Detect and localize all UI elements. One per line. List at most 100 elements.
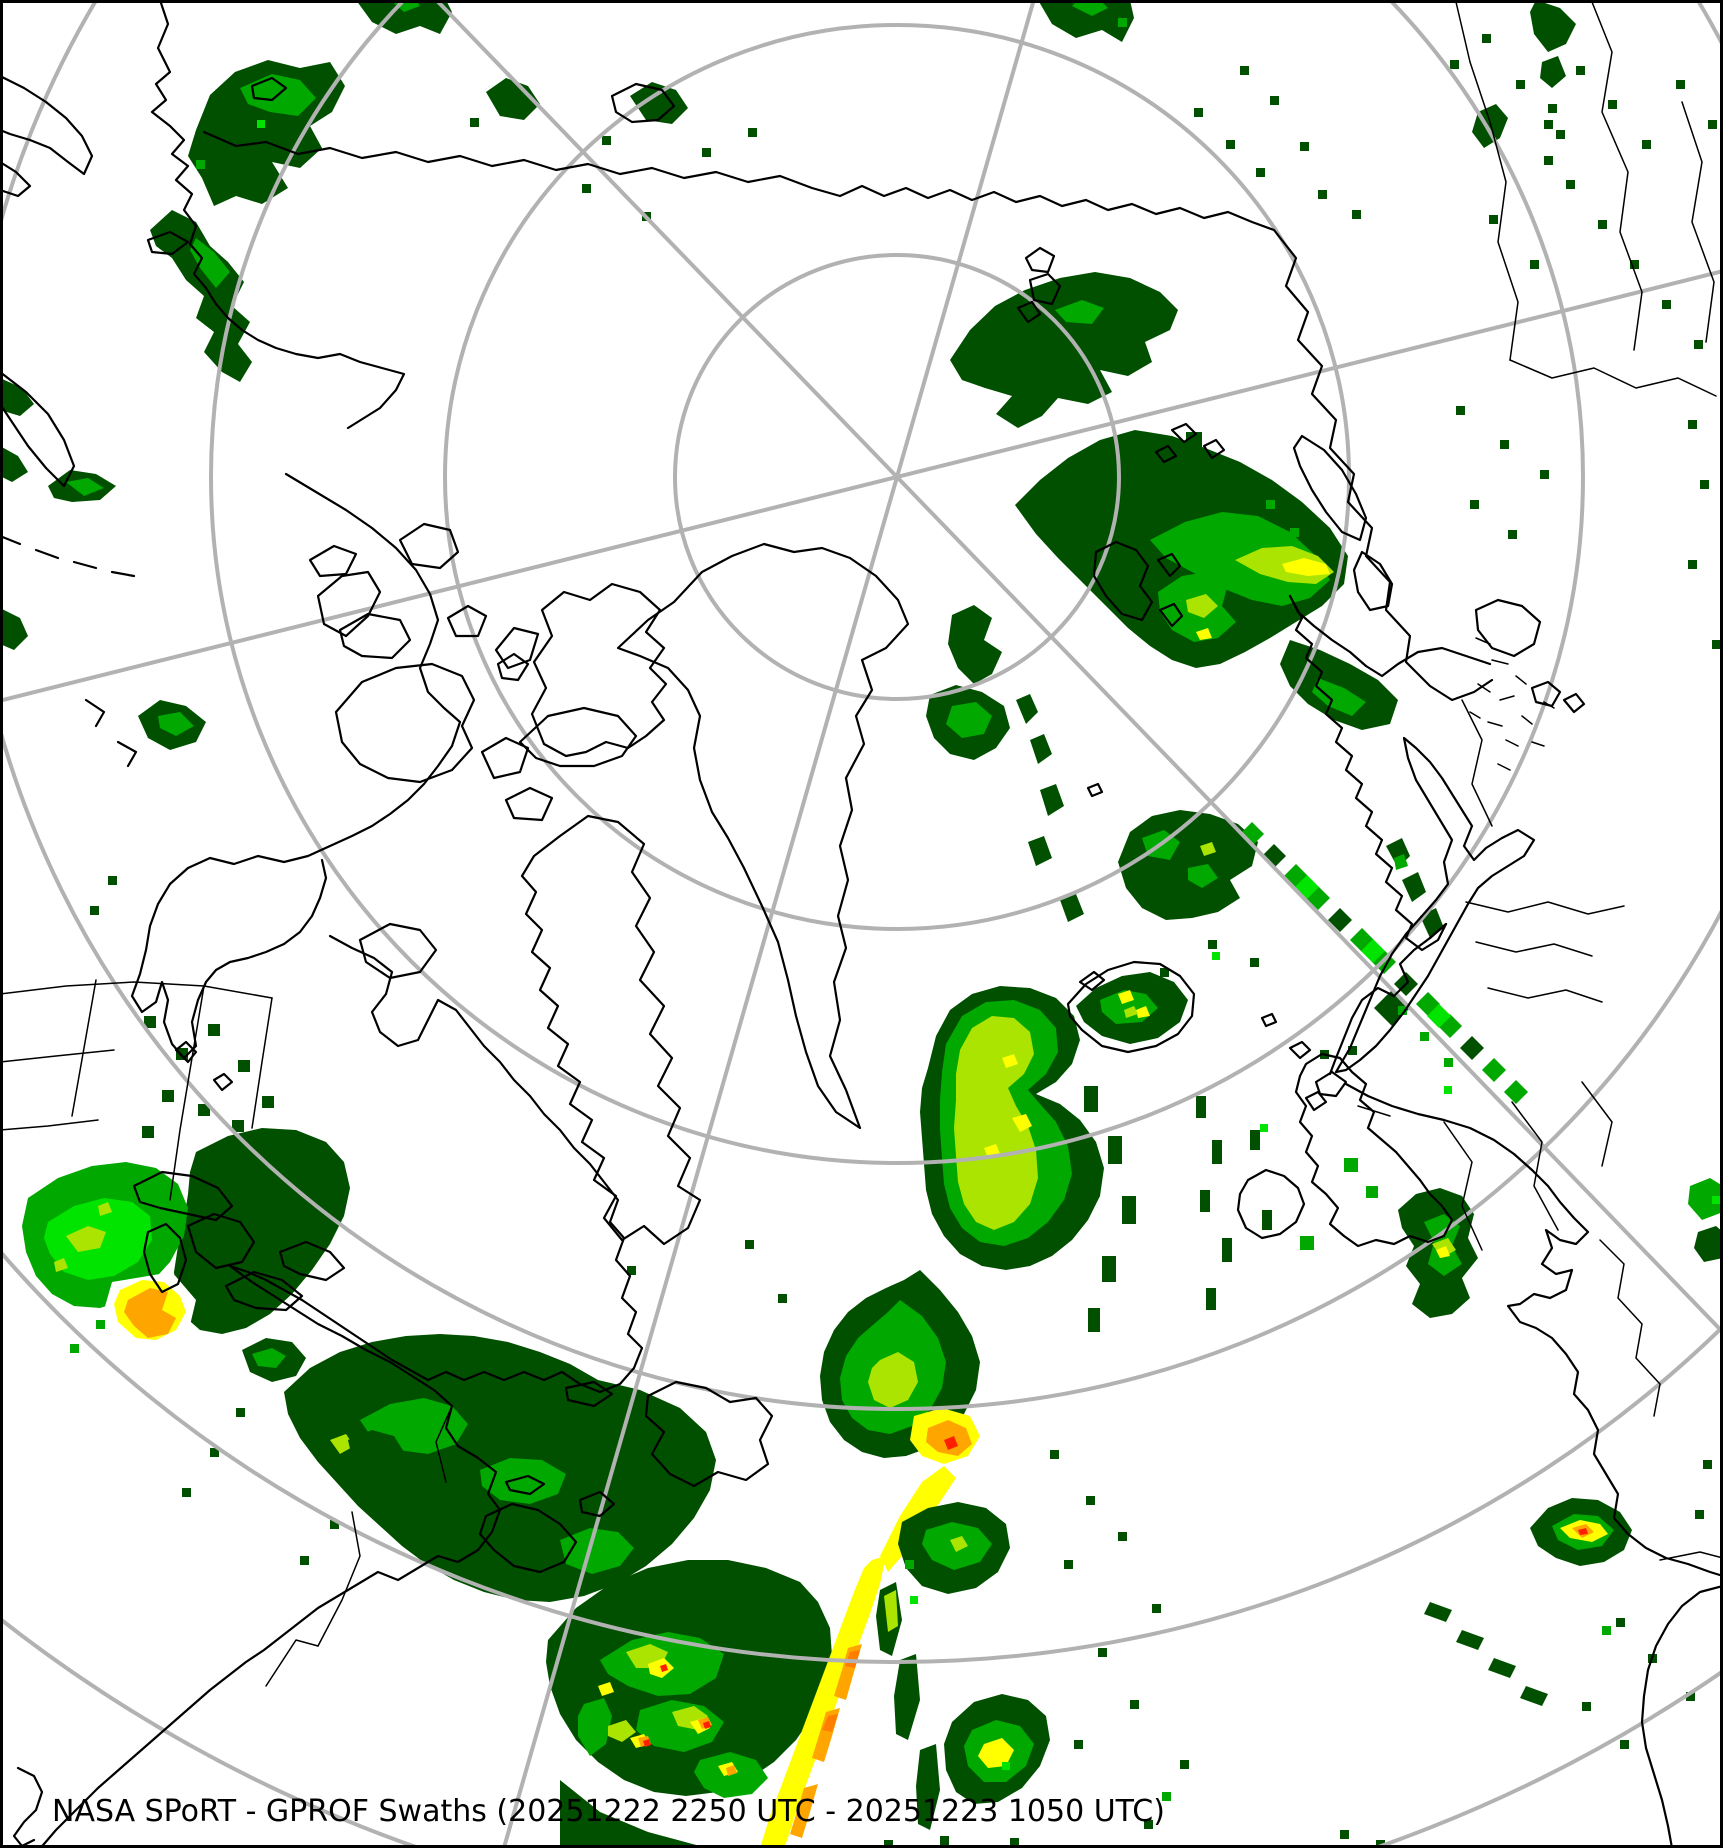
precip-blob-g1 xyxy=(0,446,28,482)
precip-blob-yl xyxy=(760,1556,886,1848)
political-border xyxy=(169,985,205,1201)
political-border xyxy=(1357,1105,1391,1117)
precip-blob-g1 xyxy=(1084,1086,1136,1332)
coastline xyxy=(446,604,488,638)
political-border xyxy=(1455,1,1519,361)
coastline xyxy=(308,544,358,578)
political-border xyxy=(1443,1121,1483,1251)
coastline xyxy=(150,0,406,430)
precip-blob-g2 xyxy=(1688,1178,1723,1220)
precip-blob-ch xyxy=(1200,842,1216,856)
precip-blob-g1 xyxy=(1196,1096,1272,1310)
border-layer xyxy=(0,1,1723,1687)
precip-blob-g2 xyxy=(1300,1158,1378,1250)
coastline xyxy=(338,612,412,660)
coastline xyxy=(132,1170,234,1222)
precip-blob-or2 xyxy=(822,1650,860,1732)
precip-blob-ch xyxy=(884,1590,898,1632)
coastline xyxy=(142,1222,188,1294)
coastline xyxy=(494,626,540,670)
precip-blob-g1 xyxy=(142,1016,274,1138)
latitude-circle xyxy=(673,253,1121,701)
precip-blob-yl xyxy=(978,1738,1014,1768)
precip-blob-ch xyxy=(1186,594,1218,618)
precip-blob-g1 xyxy=(0,378,34,416)
precip-blob-g1 xyxy=(1694,1226,1723,1262)
coastline xyxy=(504,786,554,822)
coastline xyxy=(1530,680,1586,714)
coastline xyxy=(518,706,638,768)
political-border xyxy=(0,981,273,999)
coastline xyxy=(174,1040,234,1092)
precip-blob-ch xyxy=(950,1536,968,1552)
coastline xyxy=(1334,736,1536,1074)
coastline xyxy=(1066,960,1196,1054)
precip-blob-g1 xyxy=(1530,0,1576,88)
political-border xyxy=(1509,359,1717,397)
coastline xyxy=(334,662,476,784)
precip-blob-g2 xyxy=(946,702,992,738)
coastline xyxy=(478,1502,578,1574)
precip-blob-or xyxy=(124,1288,176,1338)
political-border xyxy=(1681,101,1715,343)
coastline xyxy=(1016,246,1062,324)
political-border xyxy=(317,1511,361,1647)
latitude-circle xyxy=(0,1248,1723,1664)
coastline xyxy=(130,472,462,1060)
precip-blob-g1 xyxy=(174,1128,350,1334)
coastline xyxy=(278,1240,346,1282)
coastline xyxy=(1154,422,1226,464)
coastline xyxy=(1086,782,1104,798)
coastline xyxy=(224,1270,304,1312)
political-border xyxy=(1461,699,1493,827)
precip-blob-g1 xyxy=(0,608,28,650)
political-border xyxy=(0,1119,99,1131)
coastline xyxy=(1156,552,1184,628)
coastline xyxy=(186,1212,256,1270)
political-border xyxy=(1469,637,1555,771)
precip-blob-ch xyxy=(330,1434,354,1454)
precip-blob-g2 xyxy=(190,238,230,288)
precip-blob-ch xyxy=(1124,1006,1138,1018)
coastline xyxy=(1344,1082,1723,1578)
coastline xyxy=(616,542,910,1130)
precip-blob-g1 xyxy=(486,78,540,120)
precip-blob-g1 xyxy=(630,82,688,124)
coastline xyxy=(250,76,288,102)
precip-blob-g1 xyxy=(876,1582,940,1830)
political-border xyxy=(1581,1081,1613,1167)
precip-blob-yl xyxy=(984,1054,1032,1158)
coastline xyxy=(496,652,530,682)
coastline xyxy=(1236,1168,1306,1240)
political-border xyxy=(1475,941,1593,957)
coastline xyxy=(12,1766,44,1848)
precip-blob-yl xyxy=(1196,628,1212,640)
precip-blob-yl xyxy=(1436,1246,1450,1258)
coastline xyxy=(202,130,1494,702)
coastline xyxy=(644,1380,774,1488)
coastline xyxy=(358,922,438,980)
precip-blob-g2 xyxy=(66,478,104,496)
precip-blob-g1 xyxy=(560,1780,740,1848)
coastline xyxy=(0,74,94,176)
political-border xyxy=(1599,1239,1661,1417)
political-border xyxy=(71,979,97,1117)
political-border xyxy=(1511,1101,1559,1231)
political-border xyxy=(0,1049,115,1063)
precip-blob-g2 xyxy=(360,1398,634,1574)
precip-blob-or xyxy=(790,1644,862,1838)
political-border xyxy=(251,997,273,1129)
precip-blob-g2 xyxy=(1055,300,1104,324)
precip-blob-g2 xyxy=(1312,678,1366,716)
precip-blob-g1 xyxy=(1424,1602,1548,1706)
precip-blob-yl xyxy=(1118,990,1150,1018)
latitude-circle xyxy=(443,23,1351,931)
precip-blob-rd xyxy=(1578,1528,1588,1535)
